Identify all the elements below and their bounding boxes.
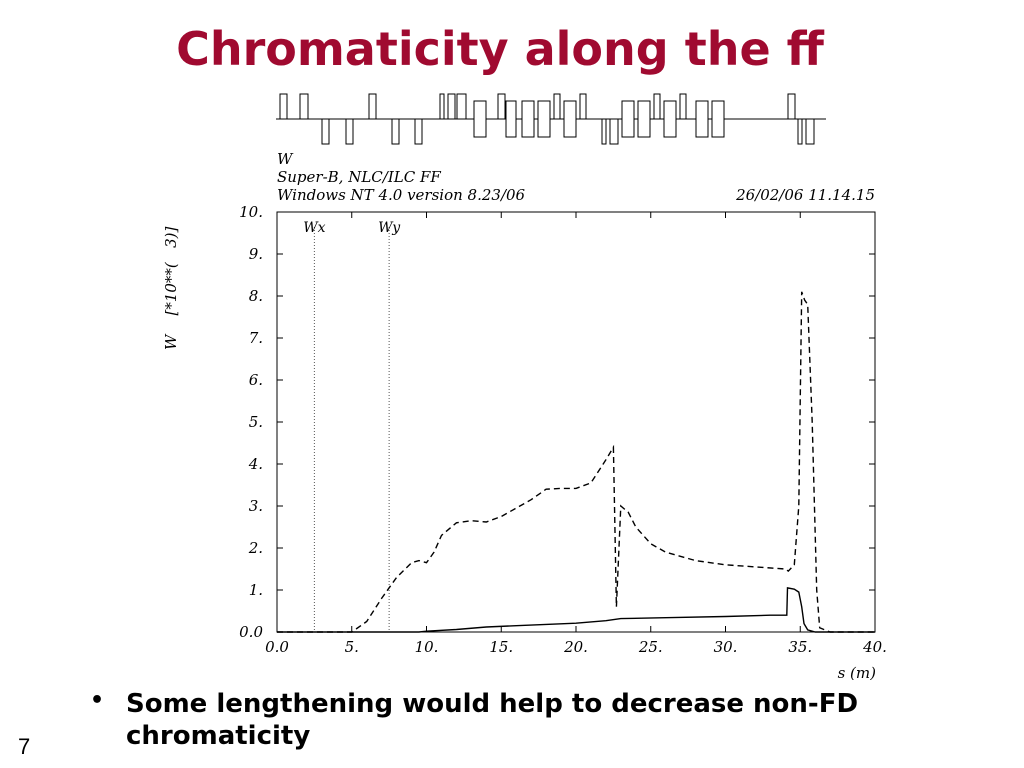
chromaticity-chart: W Super-B, NLC/ILC FF Windows NT 4.0 ver… — [162, 150, 887, 680]
plot-header-datetime: 26/02/06 11.14.15 — [735, 186, 875, 204]
slide-number: 7 — [18, 734, 31, 759]
bullet-marker: • — [90, 688, 105, 713]
plot-frame — [276, 211, 876, 633]
x-tick-label: 5. — [345, 638, 359, 656]
marker-label: Wx — [303, 220, 325, 236]
x-tick-label: 30. — [714, 638, 738, 656]
x-tick-label: 40. — [862, 638, 887, 656]
x-tick-label: 0.0 — [265, 638, 289, 656]
plot-header-subtitle: Super-B, NLC/ILC FF — [277, 168, 441, 186]
lattice-magnet-diagram — [276, 93, 826, 145]
plot-header-title: W — [277, 150, 294, 168]
series-line-wy — [277, 291, 875, 633]
y-tick-label: 7. — [249, 329, 263, 347]
y-tick-label: 5. — [249, 413, 263, 431]
y-tick-label: 10. — [239, 203, 263, 221]
y-axis-label: W [*10**( 3)] — [162, 227, 180, 350]
x-tick-label: 25. — [638, 638, 663, 656]
y-tick-label: 6. — [249, 371, 263, 389]
marker-label: Wy — [378, 220, 401, 236]
plot-header-version: Windows NT 4.0 version 8.23/06 — [277, 186, 526, 204]
y-tick-label: 1. — [249, 581, 263, 599]
y-tick-label: 8. — [249, 287, 263, 305]
series-line-wx — [277, 587, 875, 633]
bullet-text: Some lengthening would help to decrease … — [126, 689, 859, 751]
x-tick-label: 35. — [788, 638, 812, 656]
y-tick-label: 9. — [249, 245, 263, 263]
x-tick-label: 20. — [563, 638, 588, 656]
slide-title: Chromaticity along the ff — [176, 22, 824, 76]
y-tick-label: 0.0 — [239, 623, 263, 641]
x-tick-label: 15. — [489, 638, 513, 656]
x-tick-label: 10. — [415, 638, 439, 656]
x-axis-label: s (m) — [838, 664, 877, 680]
y-tick-label: 3. — [249, 497, 263, 515]
y-tick-label: 4. — [248, 455, 263, 473]
y-tick-label: 2. — [248, 539, 263, 557]
